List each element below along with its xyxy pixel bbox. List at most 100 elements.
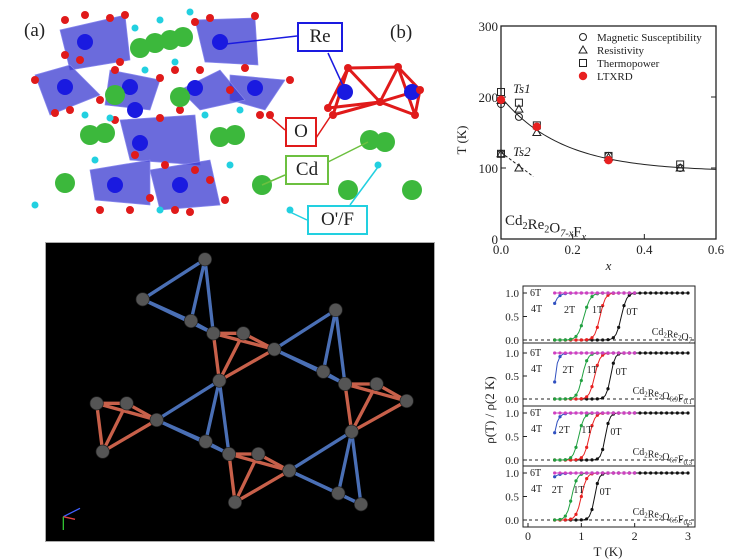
data-point (659, 291, 663, 295)
red-tetrahedron-bond (101, 418, 158, 454)
data-point (579, 456, 583, 460)
cd-atom (145, 33, 165, 53)
y-tick-label: 1.0 (505, 408, 519, 420)
o-atom (66, 106, 74, 114)
data-point-square (497, 149, 505, 158)
x-tick-label: 1 (578, 529, 584, 543)
data-point-filled-circle (532, 122, 542, 132)
field-label: 1T (587, 365, 598, 376)
data-point (590, 291, 594, 295)
cd-atom (210, 127, 230, 147)
o-bond (347, 65, 399, 70)
lattice-site (282, 463, 297, 478)
data-point (601, 351, 605, 355)
red-tetrahedron-bond (343, 383, 354, 432)
data-point (553, 475, 557, 479)
blue-tetrahedron-bond (350, 431, 363, 505)
data-point (579, 471, 583, 475)
data-point (670, 471, 674, 475)
lattice-site (328, 303, 343, 317)
lattice-drawing (62, 252, 414, 530)
data-point-filled-circle (604, 155, 613, 165)
blue-tetrahedron-bond (334, 309, 347, 385)
y-tick-label: 0.5 (505, 312, 519, 324)
data-point (585, 338, 589, 342)
red-tetrahedron-bond (228, 452, 290, 473)
field-label: 0T (610, 427, 621, 438)
lattice-site (236, 326, 251, 341)
re-atom (404, 84, 420, 100)
data-point (622, 411, 626, 415)
blue-tetrahedron-bond (288, 430, 353, 473)
red-tetrahedron-bond (350, 399, 408, 434)
data-point (611, 411, 615, 415)
data-point (574, 397, 578, 401)
data-point (558, 291, 562, 295)
data-point (569, 517, 573, 521)
data-point (585, 359, 589, 363)
data-point (611, 471, 615, 475)
o-atom (116, 58, 124, 66)
data-point (638, 411, 642, 415)
lattice-site (354, 497, 368, 512)
lattice-site (95, 444, 110, 459)
red-tetrahedron-bond (95, 403, 105, 452)
data-point (595, 397, 599, 401)
field-label: 6T (530, 408, 541, 419)
data-point (617, 325, 621, 329)
data-point (595, 471, 599, 475)
field-label: 6T (530, 468, 541, 479)
re-atom (122, 79, 138, 95)
data-point (686, 411, 690, 415)
data-point-square (497, 88, 505, 97)
lattice-site (331, 486, 346, 501)
data-point (670, 351, 674, 355)
cd-atom (375, 132, 395, 152)
y-tick-label: 1.0 (505, 468, 519, 480)
data-point (595, 363, 599, 367)
data-point (553, 411, 557, 415)
legend-marker (578, 71, 588, 81)
ts2-label: Ts2 (513, 144, 531, 159)
blue-tetrahedron-bond (203, 259, 215, 334)
legend-marker (578, 44, 588, 54)
data-point (585, 445, 589, 449)
data-point (606, 421, 610, 426)
y-tick-label: 0.0 (505, 515, 519, 527)
compound-label: Cd2Re2O7 (652, 327, 693, 345)
data-point (617, 471, 621, 475)
field-label: 0T (626, 307, 637, 318)
lattice-site (316, 364, 331, 379)
o-bond (379, 100, 416, 117)
data-point-square (514, 98, 523, 107)
data-point (579, 411, 583, 415)
o-atom (96, 206, 104, 214)
data-point (595, 413, 599, 417)
data-point (590, 294, 594, 299)
data-point (569, 291, 573, 295)
of-atom (286, 206, 294, 214)
o-atom (61, 16, 69, 24)
red-tetrahedron-bond (344, 382, 408, 403)
y-tick-label: 0.0 (505, 394, 519, 406)
lattice-site (344, 424, 359, 439)
legend-entry: Magnetic Susceptibility (597, 32, 702, 44)
data-point (563, 338, 567, 342)
data-point (665, 471, 669, 475)
x-tick-label: 0.2 (565, 242, 581, 257)
blue-tetrahedron-bond (204, 380, 221, 443)
of-atom (171, 58, 179, 66)
o-atom (126, 206, 134, 214)
x-tick-label: 0.4 (636, 242, 653, 257)
data-point (579, 397, 583, 401)
o-atom (191, 18, 199, 26)
data-point (558, 397, 562, 401)
data-point (563, 351, 567, 355)
crystal-structure-drawing (31, 8, 424, 221)
cd-atom-label: Cd (285, 155, 329, 185)
lattice-site (198, 252, 212, 267)
blue-tetrahedron-bond (273, 308, 337, 351)
data-point (569, 499, 573, 503)
data-point (585, 413, 589, 417)
o-atom (61, 51, 69, 59)
